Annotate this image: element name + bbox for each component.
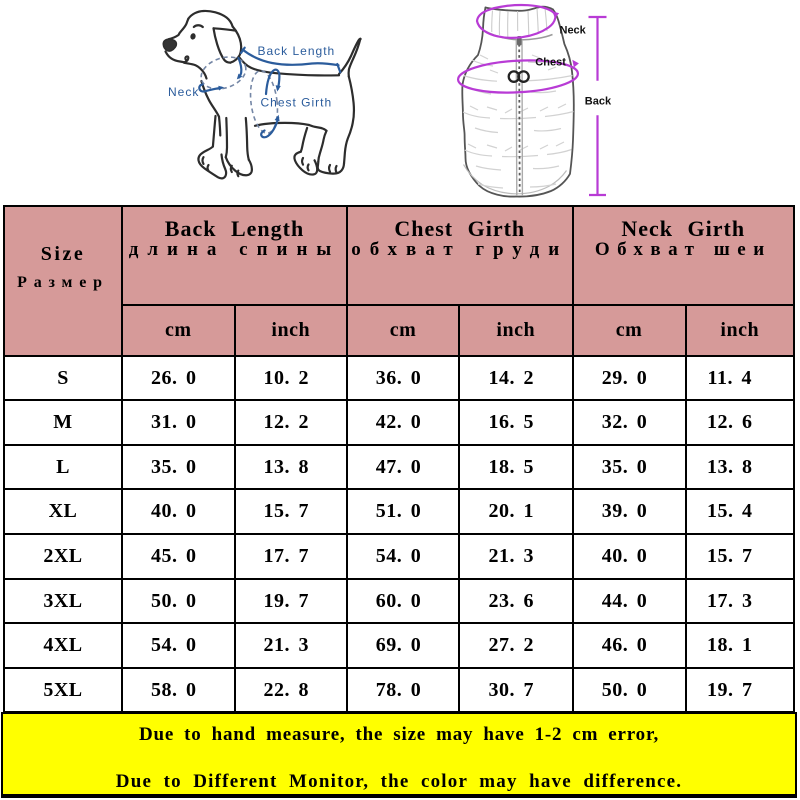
svg-text:Chest Girth: Chest Girth xyxy=(261,95,333,109)
svg-text:Neck: Neck xyxy=(168,85,199,99)
svg-text:Back: Back xyxy=(585,96,612,108)
svg-text:Neck: Neck xyxy=(560,25,587,37)
svg-text:Chest: Chest xyxy=(535,57,566,69)
svg-text:Back Length: Back Length xyxy=(258,44,336,58)
